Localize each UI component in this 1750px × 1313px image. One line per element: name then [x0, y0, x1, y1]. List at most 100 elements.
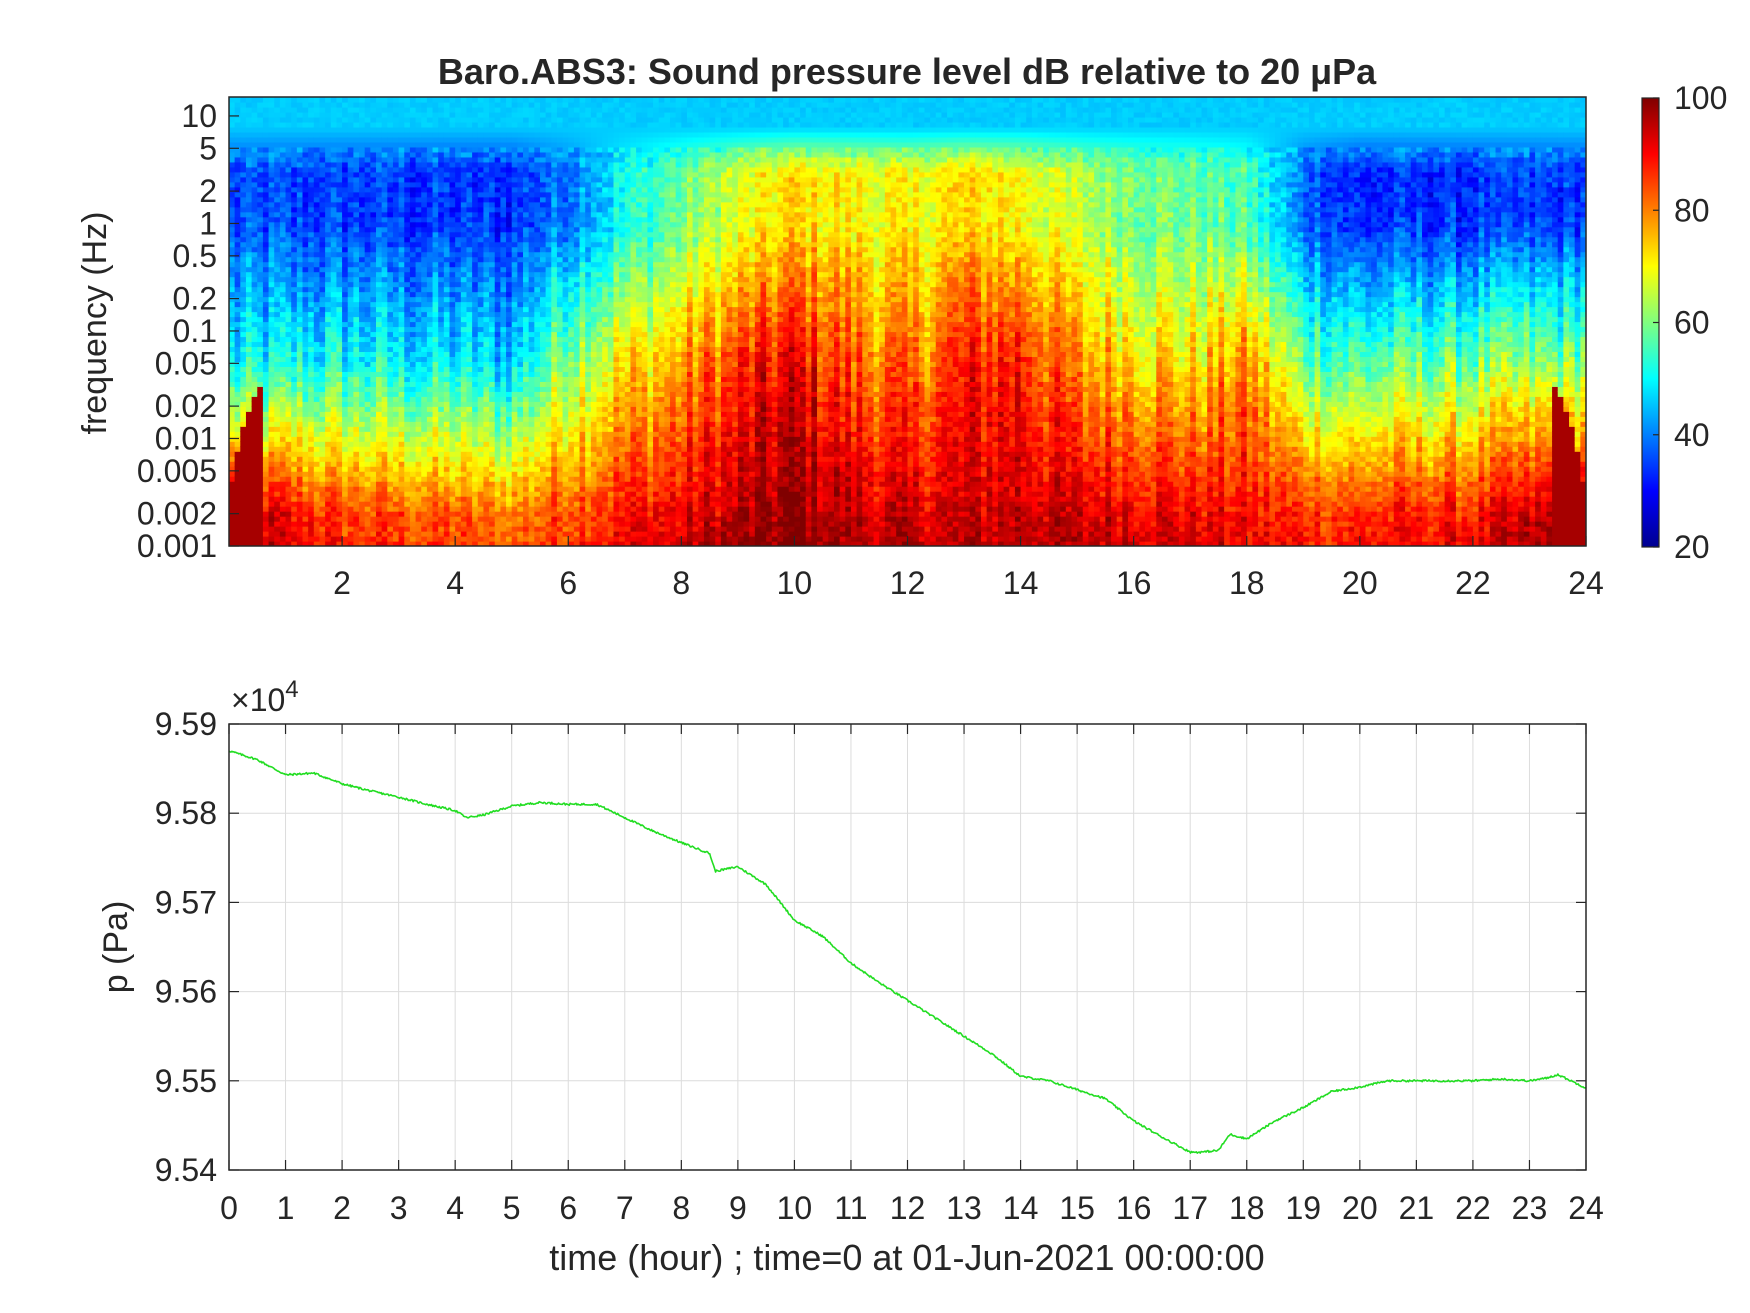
heatmap-cell: [410, 102, 416, 108]
heatmap-cell: [433, 336, 439, 342]
heatmap-cell: [229, 152, 235, 158]
heatmap-cell: [263, 317, 269, 323]
heatmap-cell: [257, 267, 263, 273]
heatmap-cell: [376, 516, 382, 522]
heatmap-cell: [303, 267, 309, 273]
heatmap-cell: [444, 257, 450, 263]
heatmap-cell: [512, 496, 518, 502]
heatmap-cell: [342, 481, 348, 487]
heatmap-cell: [495, 516, 501, 522]
heatmap-cell: [399, 416, 405, 422]
heatmap-cell: [235, 391, 241, 397]
heatmap-cell: [421, 132, 427, 138]
heatmap-cell: [466, 152, 472, 158]
heatmap-cell: [257, 416, 263, 422]
heatmap-cell: [382, 366, 388, 372]
heatmap-cell: [229, 371, 235, 377]
heatmap-cell: [280, 322, 286, 328]
heatmap-cell: [240, 187, 246, 193]
heatmap-cell: [331, 157, 337, 163]
heatmap-cell: [348, 371, 354, 377]
heatmap-cell: [427, 252, 433, 258]
heatmap-cell: [274, 257, 280, 263]
heatmap-cell: [353, 262, 359, 268]
heatmap-cell: [483, 366, 489, 372]
heatmap-cell: [291, 521, 297, 527]
heatmap-cell: [523, 287, 529, 293]
heatmap-cell: [331, 341, 337, 347]
heatmap-cell: [342, 331, 348, 337]
heatmap-cell: [348, 172, 354, 178]
heatmap-cell: [274, 421, 280, 427]
heatmap-cell: [404, 466, 410, 472]
heatmap-cell: [506, 177, 512, 183]
heatmap-cell: [252, 381, 258, 387]
heatmap-cell: [291, 526, 297, 532]
heatmap-cell: [286, 336, 292, 342]
heatmap-cell: [314, 421, 320, 427]
heatmap-cell: [308, 521, 314, 527]
heatmap-cell: [257, 272, 263, 278]
heatmap-cell: [308, 471, 314, 477]
heatmap-cell: [336, 267, 342, 273]
heatmap-cell: [331, 162, 337, 168]
heatmap-cell: [235, 476, 241, 482]
heatmap-cell: [523, 511, 529, 517]
heatmap-cell: [483, 426, 489, 432]
heatmap-cell: [359, 391, 365, 397]
heatmap-cell: [286, 282, 292, 288]
heatmap-cell: [365, 242, 371, 248]
heatmap-cell: [393, 222, 399, 228]
heatmap-cell: [450, 451, 456, 457]
heatmap-cell: [489, 202, 495, 208]
heatmap-cell: [523, 267, 529, 273]
heatmap-cell: [286, 491, 292, 497]
heatmap-cell: [263, 272, 269, 278]
heatmap-cell: [483, 391, 489, 397]
heatmap-cell: [438, 237, 444, 243]
heatmap-cell: [466, 167, 472, 173]
heatmap-cell: [529, 322, 535, 328]
heatmap-cell: [512, 242, 518, 248]
heatmap-cell: [438, 267, 444, 273]
heatmap-cell: [314, 371, 320, 377]
heatmap-cell: [331, 526, 337, 532]
heatmap-cell: [512, 471, 518, 477]
heatmap-cell: [331, 446, 337, 452]
heatmap-cell: [263, 506, 269, 512]
heatmap-cell: [512, 142, 518, 148]
heatmap-cell: [472, 416, 478, 422]
heatmap-cell: [348, 237, 354, 243]
heatmap-cell: [342, 257, 348, 263]
heatmap-cell: [336, 491, 342, 497]
heatmap-cell: [495, 272, 501, 278]
heatmap-cell: [348, 117, 354, 123]
heatmap-cell: [257, 431, 263, 437]
heatmap-cell: [257, 112, 263, 118]
heatmap-cell: [331, 207, 337, 213]
heatmap-cell: [286, 117, 292, 123]
heatmap-cell: [523, 317, 529, 323]
heatmap-cell: [269, 182, 275, 188]
heatmap-cell: [455, 222, 461, 228]
heatmap-cell: [466, 102, 472, 108]
heatmap-cell: [365, 197, 371, 203]
heatmap-cell: [404, 396, 410, 402]
heatmap-cell: [421, 302, 427, 308]
heatmap-cell: [370, 197, 376, 203]
heatmap-cell: [319, 386, 325, 392]
heatmap-cell: [365, 461, 371, 467]
heatmap-cell: [359, 376, 365, 382]
heatmap-cell: [523, 486, 529, 492]
heatmap-cell: [246, 506, 252, 512]
heatmap-cell: [506, 461, 512, 467]
heatmap-cell: [438, 302, 444, 308]
heatmap-cell: [399, 147, 405, 153]
heatmap-cell: [269, 272, 275, 278]
heatmap-cell: [229, 366, 235, 372]
heatmap-cell: [455, 277, 461, 283]
heatmap-cell: [280, 182, 286, 188]
heatmap-cell: [500, 396, 506, 402]
heatmap-cell: [444, 117, 450, 123]
heatmap-cell: [506, 336, 512, 342]
